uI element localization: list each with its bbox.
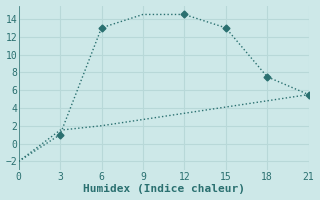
- X-axis label: Humidex (Indice chaleur): Humidex (Indice chaleur): [83, 184, 244, 194]
